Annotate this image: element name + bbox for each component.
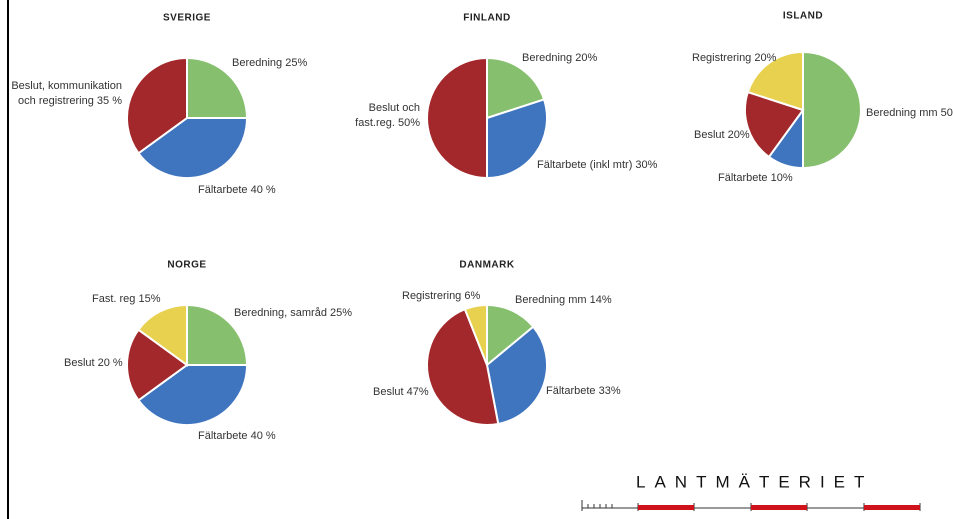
slice-label: Beslut, kommunikation [11,80,122,92]
slice-label: Fältarbete 10% [718,172,793,184]
pie-slice [126,56,188,155]
slice-label: Beslut och [369,102,420,114]
slice-label: Beredning mm 50% [866,107,953,119]
slice-label: Registrering 6% [402,290,480,302]
chart-title: FINLAND [463,13,510,24]
slice-label: Beredning, samråd 25% [234,307,352,319]
chart-title: NORGE [167,260,206,271]
slice-label: Beslut 20 % [64,357,123,369]
slice-label: Beredning 25% [232,57,307,69]
pie-slice [137,364,249,426]
pie-slice [802,50,862,170]
slice-label: Fast. reg 15% [92,293,161,305]
slice-label: Beslut 20% [694,129,750,141]
slice-label: Beredning 20% [522,52,597,64]
pie-slice [186,303,249,366]
slice-label: Fältarbete 40 % [198,430,276,442]
pie-slice [746,50,804,112]
slice-label: Fältarbete (inkl mtr) 30% [537,159,658,171]
pie-slice [126,328,189,402]
pie-slice [186,56,249,119]
scale-bar [581,500,921,511]
slice-label: och registrering 35 % [18,95,122,107]
logo: LANTMÄTERIET [636,472,873,491]
slice-label: fast.reg. 50% [355,117,420,129]
pie-slice [486,98,548,180]
slice-label: Fältarbete 33% [546,385,621,397]
slice-label: Registrering 20% [692,52,777,64]
slice-label: Beredning mm 14% [515,294,612,306]
pie-slice [485,325,548,426]
pie-slice [137,117,249,179]
pie-slice [463,303,488,366]
chart-title: DANMARK [459,260,514,271]
chart-title: SVERIGE [163,13,211,24]
pie-slice [486,56,546,120]
pie-slice [744,90,805,159]
slice-label: Beslut 47% [373,386,429,398]
chart-title: ISLAND [783,11,823,22]
pie-slice [426,307,500,426]
slice-label: Fältarbete 40 % [198,184,276,196]
pie-slice [137,303,188,367]
pie-slice [426,56,488,180]
pie-slice [486,303,535,368]
